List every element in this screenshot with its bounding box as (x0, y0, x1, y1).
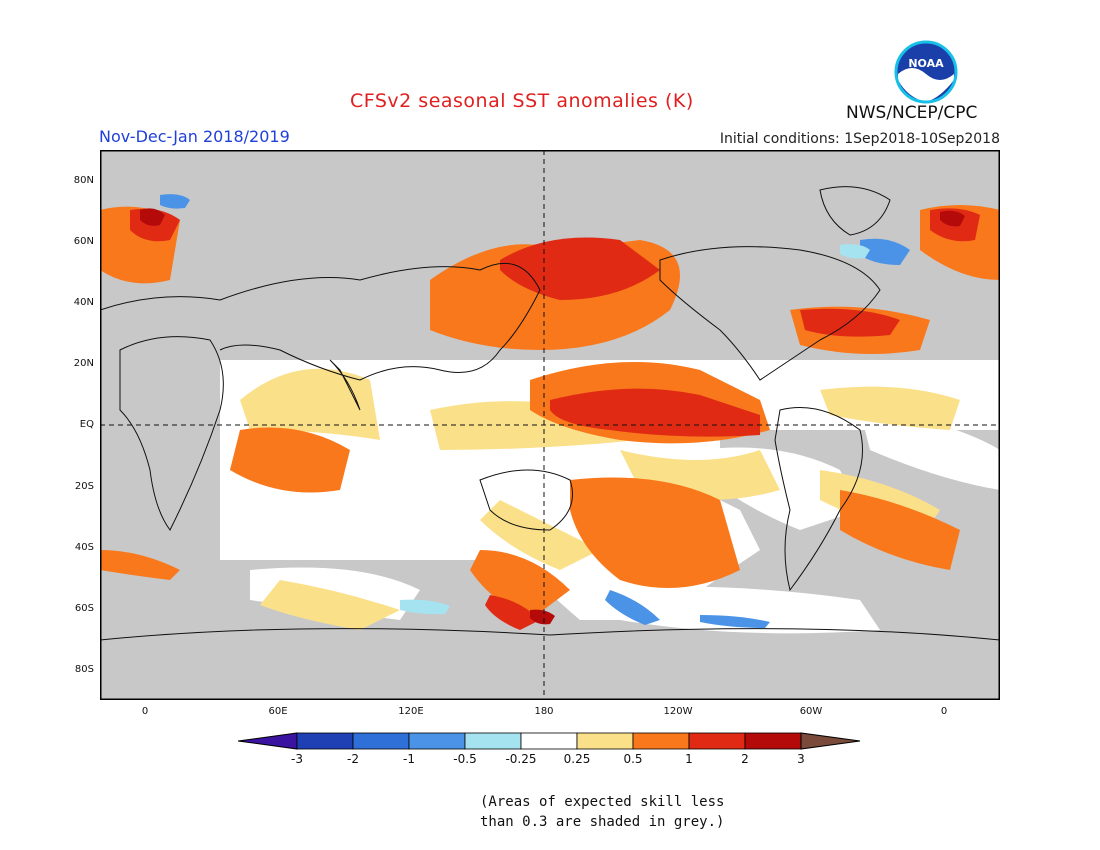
colorbar-label: 3 (797, 752, 805, 766)
map-frame (99, 149, 1001, 701)
lon-label: 120W (663, 706, 693, 717)
sst-anomaly-map (99, 149, 1001, 704)
lat-label: 20N (73, 358, 94, 369)
lon-label: 60W (799, 706, 823, 717)
lat-label: 80S (74, 664, 94, 675)
chart-title: CFSv2 seasonal SST anomalies (K) (350, 90, 694, 112)
anomaly-light-negative (400, 244, 870, 615)
lat-label: 60N (73, 236, 94, 247)
colorbar-label: 0.5 (623, 752, 643, 766)
lat-label: EQ (79, 419, 94, 430)
colorbar-under-triangle (237, 732, 298, 750)
colorbar-segment (296, 732, 354, 750)
coastlines (99, 186, 1001, 641)
colorbar-segment (632, 732, 690, 750)
lat-label: 80N (73, 175, 94, 186)
colorbar-segment (520, 732, 578, 750)
colorbar-segment (408, 732, 466, 750)
colorbar-label: -0.5 (453, 752, 477, 766)
lat-label: 20S (74, 481, 94, 492)
anomaly-2-3 (140, 208, 965, 625)
logo-text: NOAA (908, 57, 944, 70)
colorbar-label: 2 (741, 752, 749, 766)
lat-label: 40S (74, 542, 94, 553)
anomaly-negative (160, 194, 910, 628)
colorbar-label: -0.25 (505, 752, 537, 766)
colorbar-segment (576, 732, 634, 750)
agency-label: NWS/NCEP/CPC (846, 103, 978, 123)
lat-label: 60S (74, 603, 94, 614)
initial-conditions: Initial conditions: 1Sep2018-10Sep2018 (719, 131, 1000, 147)
lon-label: 0 (141, 706, 149, 717)
lon-label: 180 (534, 706, 554, 717)
colorbar-segment (688, 732, 746, 750)
colorbar (237, 732, 862, 754)
colorbar-over-triangle (800, 732, 861, 750)
footnote: (Areas of expected skill less than 0.3 a… (480, 792, 724, 832)
footnote-line: than 0.3 are shaded in grey.) (480, 814, 725, 830)
colorbar-label: -1 (403, 752, 415, 766)
lat-label: 40N (73, 297, 94, 308)
forecast-period: Nov-Dec-Jan 2018/2019 (99, 127, 290, 146)
lon-label: 0 (940, 706, 948, 717)
colorbar-svg (237, 732, 861, 750)
noaa-logo: NOAA (894, 40, 958, 108)
map-svg (99, 149, 1001, 701)
colorbar-segment (352, 732, 410, 750)
colorbar-label: -3 (291, 752, 303, 766)
anomaly-025-05 (240, 368, 960, 630)
colorbar-segment (464, 732, 522, 750)
footnote-line: (Areas of expected skill less (480, 794, 725, 810)
lon-label: 60E (268, 706, 288, 717)
colorbar-label: -2 (347, 752, 359, 766)
colorbar-label: 1 (685, 752, 693, 766)
lon-label: 120E (398, 706, 424, 717)
colorbar-label: 0.25 (563, 752, 591, 766)
colorbar-segment (744, 732, 802, 750)
